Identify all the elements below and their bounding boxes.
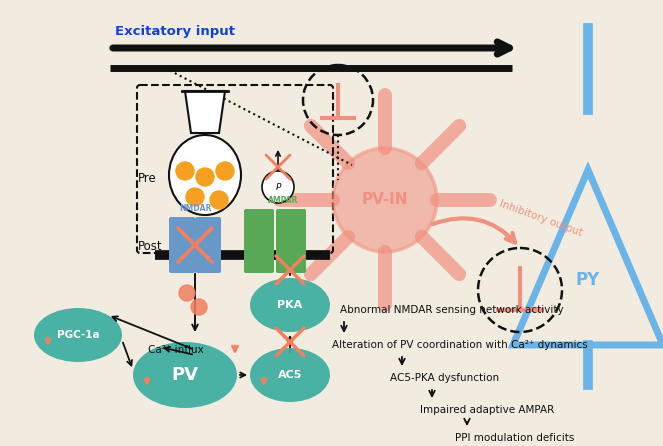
Circle shape xyxy=(179,285,195,301)
Text: PV-IN: PV-IN xyxy=(362,193,408,207)
FancyBboxPatch shape xyxy=(276,209,306,273)
Circle shape xyxy=(262,171,294,203)
Text: PPI modulation deficits: PPI modulation deficits xyxy=(455,433,574,443)
Text: AC5: AC5 xyxy=(278,370,302,380)
Circle shape xyxy=(176,162,194,180)
Circle shape xyxy=(210,191,228,209)
Text: NMDAR: NMDAR xyxy=(179,204,211,213)
Circle shape xyxy=(196,168,214,186)
Text: PY: PY xyxy=(576,271,600,289)
Circle shape xyxy=(333,148,437,252)
Text: Post: Post xyxy=(138,240,162,253)
Ellipse shape xyxy=(250,278,330,332)
Text: PV: PV xyxy=(172,366,198,384)
Text: Impaired adaptive AMPAR: Impaired adaptive AMPAR xyxy=(420,405,554,415)
Text: Inhibitory output: Inhibitory output xyxy=(498,198,583,238)
Text: AC5-PKA dysfunction: AC5-PKA dysfunction xyxy=(390,373,499,383)
Text: PGC-1a: PGC-1a xyxy=(57,330,99,340)
Ellipse shape xyxy=(133,342,237,408)
Text: Ca²⁺ influx: Ca²⁺ influx xyxy=(148,345,204,355)
Circle shape xyxy=(186,188,204,206)
Circle shape xyxy=(191,299,207,315)
Ellipse shape xyxy=(34,308,122,362)
Polygon shape xyxy=(185,91,225,133)
FancyBboxPatch shape xyxy=(195,217,221,273)
FancyBboxPatch shape xyxy=(169,217,195,273)
Text: Pre: Pre xyxy=(138,172,156,185)
Text: Excitatory input: Excitatory input xyxy=(115,25,235,38)
Ellipse shape xyxy=(169,135,241,215)
FancyBboxPatch shape xyxy=(244,209,274,273)
Ellipse shape xyxy=(250,348,330,402)
Circle shape xyxy=(216,162,234,180)
Text: P: P xyxy=(275,182,280,191)
Text: Abnormal NMDAR sensing network activity: Abnormal NMDAR sensing network activity xyxy=(340,305,564,315)
Text: Alteration of PV coordination with Ca²⁺ dynamics: Alteration of PV coordination with Ca²⁺ … xyxy=(332,340,588,350)
Text: PKA: PKA xyxy=(277,300,302,310)
Text: AMPAR: AMPAR xyxy=(268,196,298,205)
